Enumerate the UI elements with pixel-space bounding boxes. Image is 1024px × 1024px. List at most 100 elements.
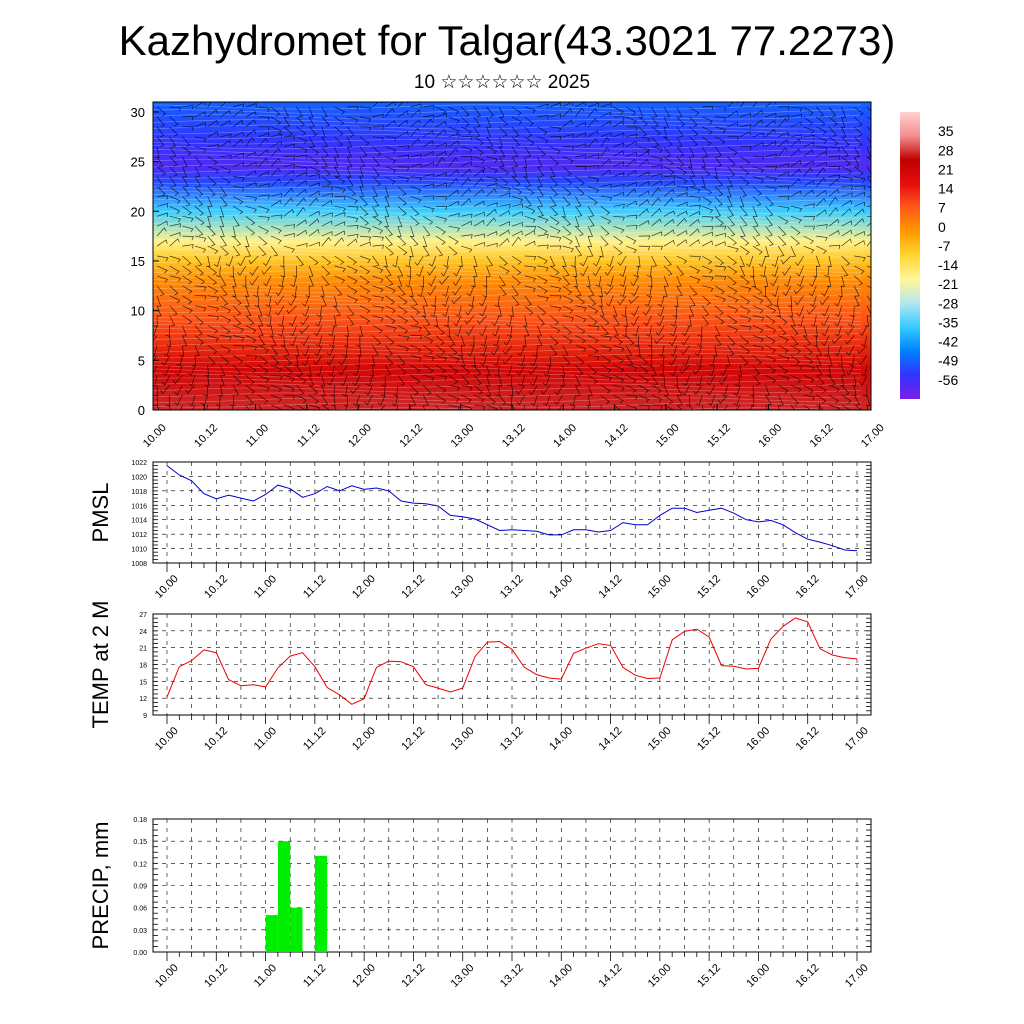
x-tick-label: 17.00: [843, 725, 871, 753]
x-tick-label: 15.12: [695, 962, 723, 990]
precip-bar: [290, 907, 303, 952]
x-tick-label: 15.00: [646, 573, 674, 601]
precip-bar: [265, 915, 278, 952]
colorbar-label: -21: [938, 276, 958, 292]
y-tick-label: 25: [131, 155, 145, 170]
y-tick-label: 0.18: [133, 817, 147, 824]
y-tick-label: 24: [139, 629, 147, 636]
x-tick-label: 16.12: [794, 725, 822, 753]
x-tick-label: 11.12: [301, 573, 328, 600]
y-tick-label: 1014: [131, 518, 147, 525]
y-tick-label: 10: [131, 304, 145, 319]
y-tick-label: 1020: [131, 474, 147, 481]
colorbar-label: -28: [938, 295, 958, 311]
x-tick-label: 10.12: [192, 422, 220, 450]
x-tick-label: 12.12: [399, 962, 427, 990]
x-tick-label: 12.12: [399, 725, 427, 753]
x-tick-label: 10.12: [202, 573, 230, 601]
chart-title: Kazhydromet for Talgar(43.3021 77.2273): [118, 17, 896, 64]
x-tick-label: 15.00: [654, 422, 682, 450]
cross-section-panel: 0 5 10 15 20 25 30 10.00 10.12 11.00 11.12 12.00 12.…: [131, 101, 887, 450]
x-tick-label: 14.12: [596, 962, 624, 990]
colorbar-label: -42: [938, 334, 958, 350]
x-tick-label: 10.00: [153, 725, 181, 753]
y-tick-label: 21: [139, 646, 147, 653]
temperature-series-line: [166, 617, 858, 705]
y-tick-label: 0.12: [133, 861, 147, 868]
precip-bar: [277, 841, 291, 952]
y-tick-label: 15: [131, 254, 145, 269]
x-tick-label: 11.00: [252, 962, 279, 989]
x-tick-label: 16.12: [808, 422, 836, 450]
x-tick-label: 10.12: [202, 725, 230, 753]
x-tick-label: 17.00: [843, 573, 871, 601]
colorbar-label: 28: [938, 142, 954, 158]
x-tick-label: 12.00: [346, 422, 374, 450]
y-tick-label: 0.00: [133, 950, 147, 957]
x-tick-label: 15.00: [646, 962, 674, 990]
x-tick-label: 13.00: [449, 573, 477, 601]
chart-subtitle: 10 ☆☆☆☆☆☆ 2025: [413, 72, 591, 93]
colorbar-label: -56: [938, 372, 958, 388]
pmsl-panel: 1008 1010 1012 1014 1016 1018 1020 1022 10.00 10.…: [88, 460, 872, 601]
x-tick-label: 10.00: [141, 422, 169, 450]
grid: [153, 461, 871, 564]
x-tick-label: 10.12: [202, 962, 230, 990]
y-tick-label: 20: [131, 204, 145, 219]
x-tick-label: 11.00: [252, 725, 279, 752]
grid: [153, 613, 871, 716]
y-axis-title: PRECIP, mm: [88, 822, 113, 950]
x-tick-label: 15.12: [705, 422, 733, 450]
y-tick-label: 12: [139, 696, 147, 703]
precip-panel: 0.00 0.03 0.06 0.09 0.12 0.15 0.18 10.00 10.12 11…: [88, 817, 872, 990]
y-tick-label: 15: [139, 679, 147, 686]
panel-frame: [152, 461, 872, 564]
y-tick-label: 0.09: [133, 884, 147, 891]
x-tick-label: 14.00: [547, 573, 575, 601]
x-tick-label: 14.12: [596, 573, 624, 601]
x-tick-label: 12.00: [350, 573, 378, 601]
y-tick-label: 18: [139, 663, 147, 670]
x-tick-label: 14.00: [547, 962, 575, 990]
x-tick-label: 15.00: [646, 725, 674, 753]
y-tick-label: 1008: [131, 561, 147, 568]
x-tick-label: 13.12: [498, 725, 526, 753]
x-tick-label: 12.12: [399, 573, 427, 601]
y-tick-label: 1010: [131, 547, 147, 554]
y-tick-label: 27: [139, 612, 147, 619]
colorbar-label: 7: [938, 200, 946, 216]
y-tick-label: 1016: [131, 503, 147, 510]
grid: [153, 818, 871, 953]
x-tick-label: 10.00: [153, 962, 181, 990]
x-tick-label: 16.12: [794, 573, 822, 601]
x-tick-label: 12.00: [350, 962, 378, 990]
y-tick-label: 0.03: [133, 928, 147, 935]
colorbar-label: 14: [938, 181, 954, 197]
y-axis-title: TEMP at 2 M: [88, 601, 113, 729]
x-tick-label: 14.00: [551, 422, 579, 450]
y-tick-label: 0.06: [133, 906, 147, 913]
precip-bar: [314, 855, 328, 952]
x-tick-label: 13.00: [449, 725, 477, 753]
colorbar-label: -35: [938, 314, 958, 330]
x-tick-label: 16.00: [756, 422, 784, 450]
colorbar-label: -14: [938, 257, 958, 273]
pmsl-series-line: [166, 465, 858, 552]
x-tick-label: 15.12: [695, 725, 723, 753]
x-tick-label: 11.00: [252, 573, 279, 600]
wind-barbs: [153, 102, 871, 410]
x-tick-label: 11.12: [295, 422, 322, 449]
x-tick-label: 16.00: [744, 725, 772, 753]
colorbar-label: 21: [938, 161, 954, 177]
colorbar-label: -49: [938, 353, 958, 369]
x-tick-label: 17.00: [843, 962, 871, 990]
x-tick-label: 13.12: [500, 422, 528, 450]
y-tick-label: 30: [131, 105, 145, 120]
x-tick-label: 14.00: [547, 725, 575, 753]
colorbar-label: 0: [938, 219, 946, 235]
x-tick-label: 13.12: [498, 962, 526, 990]
y-axis-title: PMSL: [88, 483, 113, 543]
x-tick-label: 12.12: [397, 422, 425, 450]
y-tick-label: 5: [138, 353, 145, 368]
